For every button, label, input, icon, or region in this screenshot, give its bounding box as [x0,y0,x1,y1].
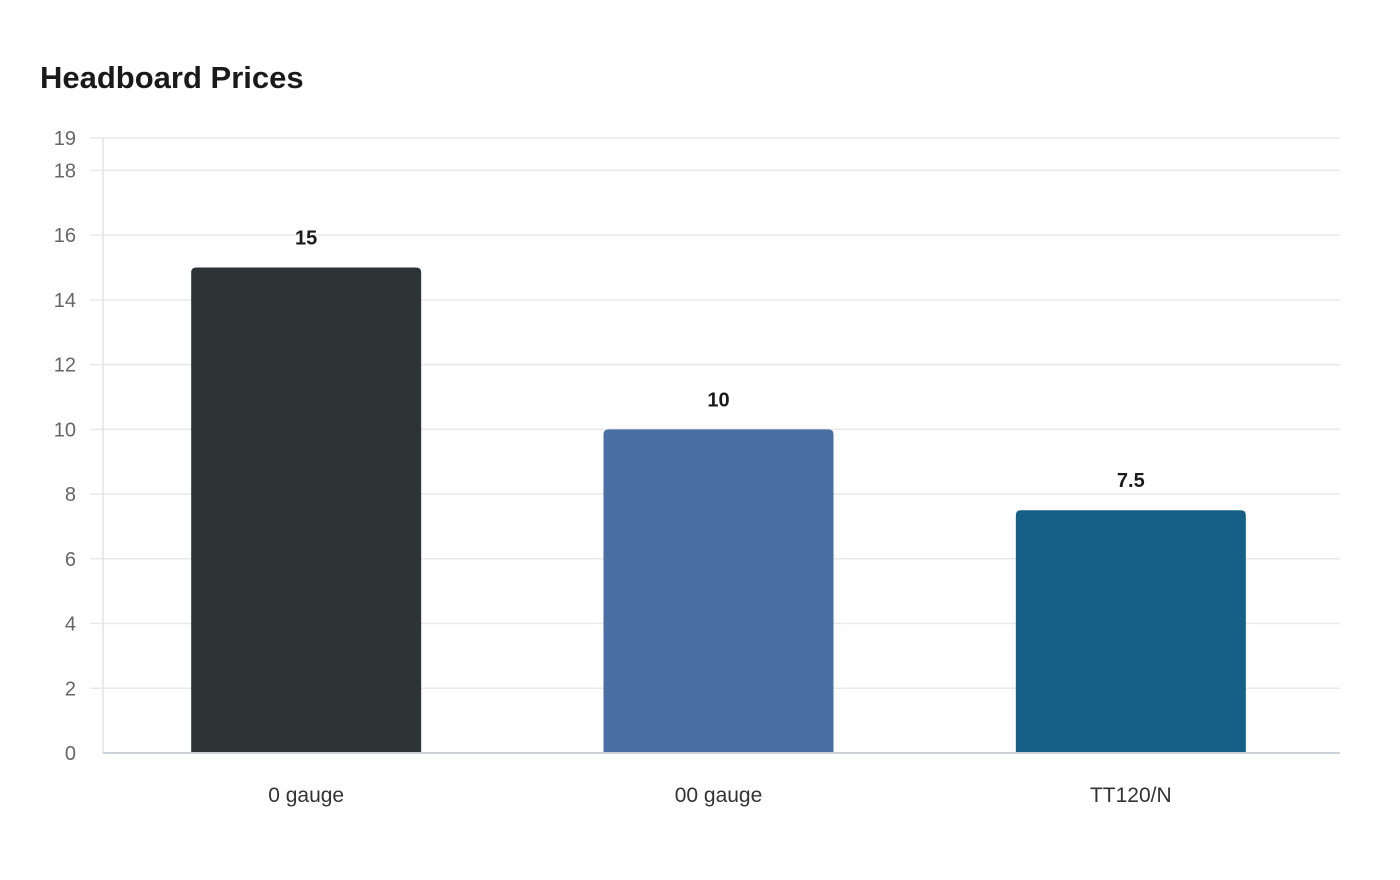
y-tick-label: 14 [54,290,76,312]
bar-rect [191,267,422,753]
bar-rect [1015,510,1246,753]
bar-rect [603,429,834,753]
bar-value-label: 15 [295,227,317,249]
x-category-label: 0 gauge [268,784,344,807]
chart-title: Headboard Prices [40,60,304,95]
bars: 15 10 7.5 [191,227,1246,753]
y-tick-label: 19 [54,128,76,150]
y-tick-label: 4 [65,614,76,636]
y-tick-label: 8 [65,484,76,506]
x-category-label: 00 gauge [675,784,763,807]
bar-value-label: 10 [707,389,729,411]
y-tick-label: 10 [54,419,76,441]
y-tick-label: 16 [54,225,76,247]
y-tick-label: 2 [65,678,76,700]
y-tick-label: 0 [65,743,76,765]
bar-value-label: 7.5 [1117,470,1145,492]
x-category-label: TT120/N [1090,784,1172,807]
y-tick-label: 18 [54,160,76,182]
bar-00-gauge: 10 [603,389,834,753]
y-axis-ticks: 0 2 4 6 8 10 12 14 16 18 19 [54,128,76,765]
bar-0-gauge: 15 [191,227,422,753]
y-tick-label: 12 [54,355,76,377]
x-axis-labels: 0 gauge 00 gauge TT120/N [268,784,1171,807]
y-tick-label: 6 [65,549,76,571]
bar-tt120-n: 7.5 [1015,470,1246,753]
